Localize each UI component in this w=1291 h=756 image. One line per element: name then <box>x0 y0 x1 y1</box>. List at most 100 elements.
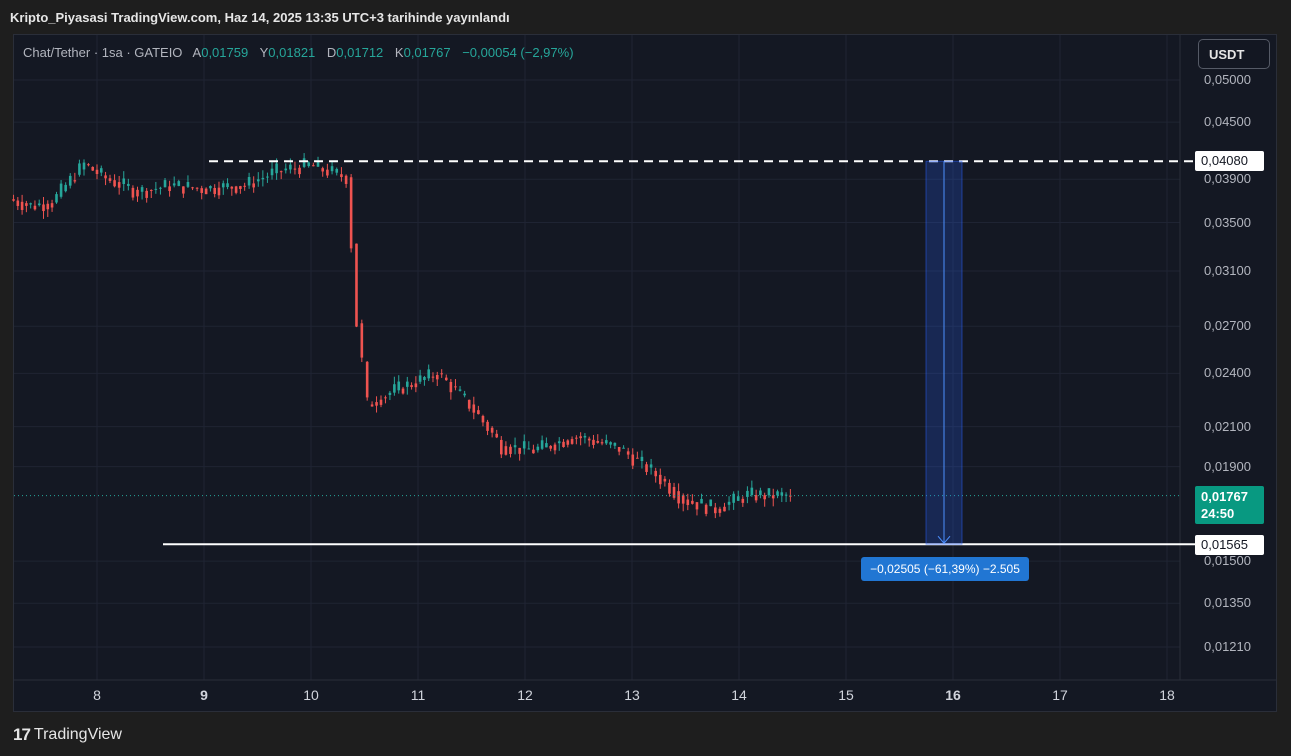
candle-body <box>714 507 717 514</box>
candle-body <box>741 498 745 503</box>
price-axis-label: 0,01350 <box>1204 595 1251 611</box>
candle-body <box>37 203 41 206</box>
candle-body <box>159 187 162 189</box>
candle-body <box>388 392 392 395</box>
candle-body <box>570 439 574 444</box>
candle-body <box>718 508 722 513</box>
candle-body <box>186 182 190 187</box>
candle-body <box>270 168 274 176</box>
candle-body <box>677 491 680 504</box>
candle-body <box>73 180 77 182</box>
candle-body <box>414 383 418 388</box>
candle-body <box>127 183 130 186</box>
candle-body <box>191 187 194 189</box>
candle-body <box>340 174 343 178</box>
candle-body <box>771 495 775 499</box>
time-axis-label: 14 <box>731 687 747 703</box>
candle-body <box>275 163 278 174</box>
candle-body <box>435 374 439 380</box>
candle-body <box>365 361 369 398</box>
candle-body <box>592 439 595 445</box>
candle-body <box>566 440 570 445</box>
candle-body <box>579 436 582 439</box>
candle-body <box>463 393 466 396</box>
candle-body <box>401 388 405 394</box>
candle-body <box>131 187 135 198</box>
candle-body <box>663 478 667 482</box>
candle-body <box>239 186 242 189</box>
candle-body <box>182 186 185 194</box>
candle-body <box>20 201 24 210</box>
candle-body <box>672 487 676 498</box>
time-axis-label: 18 <box>1159 687 1175 703</box>
candle-body <box>776 491 779 496</box>
candle-body <box>695 502 699 510</box>
candle-body <box>477 410 480 415</box>
candle-body <box>575 437 578 439</box>
candle-body <box>355 243 358 327</box>
candle-body <box>113 180 116 187</box>
candle-body <box>16 200 20 206</box>
candle-body <box>472 404 476 413</box>
candle-body <box>600 442 604 444</box>
candle-body <box>293 168 297 170</box>
candle-body <box>645 464 648 472</box>
candle-body <box>427 369 430 379</box>
candle-body <box>384 397 387 399</box>
price-axis-label: 0,02400 <box>1204 365 1251 381</box>
candle-body <box>522 441 526 449</box>
candle-body <box>252 183 255 188</box>
candle-body <box>50 203 54 208</box>
measure-label[interactable]: −0,02505 (−61,39%) −2.505 <box>861 557 1029 581</box>
page-title: Kripto_Piyasasi TradingView.com, Haz 14,… <box>10 10 510 25</box>
candle-body <box>261 177 265 180</box>
candle-body <box>784 494 788 496</box>
candle-body <box>117 182 121 188</box>
currency-button[interactable]: USDT <box>1198 39 1270 69</box>
candle-body <box>562 441 565 448</box>
high-key: Y <box>259 45 269 60</box>
candle-body <box>668 482 671 494</box>
symbol-legend: Chat/Tether · 1sa · GATEIO A0,01759 Y0,0… <box>23 45 582 60</box>
candle-body <box>626 451 630 455</box>
candle-body <box>168 186 171 192</box>
tradingview-logo[interactable]: 17 TradingView <box>13 725 122 745</box>
candle-body <box>25 203 28 206</box>
candle-body <box>330 166 334 172</box>
price-axis-label: 0,05000 <box>1204 72 1251 87</box>
candle-body <box>217 187 221 196</box>
time-axis-label: 8 <box>93 687 101 703</box>
candle-body <box>307 162 311 167</box>
candle-body <box>172 183 176 186</box>
candle-body <box>29 203 32 205</box>
price-axis-label: 0,01210 <box>1204 639 1251 654</box>
candle-body <box>344 175 348 184</box>
candle-body <box>767 488 771 496</box>
low-key: D <box>326 45 337 60</box>
candle-body <box>149 189 153 191</box>
candle-body <box>104 175 107 179</box>
candle-body <box>613 442 617 446</box>
candle-body <box>68 175 72 186</box>
candle-body <box>326 169 329 176</box>
time-axis-label: 15 <box>838 687 854 703</box>
candle-body <box>91 166 95 171</box>
candle-body <box>440 373 443 375</box>
symbol-name: Chat/Tether · 1sa · GATEIO <box>23 45 183 60</box>
candle-body <box>549 445 552 449</box>
candle-body <box>122 178 126 185</box>
candle-body <box>256 179 260 182</box>
top-line-price-label: 0,04080 <box>1195 151 1264 171</box>
price-axis-label: 0,03900 <box>1204 171 1251 187</box>
candle-body <box>312 165 315 167</box>
measure-arrow-head <box>937 535 951 544</box>
candle-body <box>370 404 374 407</box>
candle-body <box>335 168 339 173</box>
candle-body <box>486 421 489 431</box>
candle-body <box>736 496 740 501</box>
open-key: A <box>192 45 202 60</box>
time-axis-label: 12 <box>517 687 533 703</box>
candle-body <box>209 186 212 189</box>
candle-body <box>78 163 81 175</box>
